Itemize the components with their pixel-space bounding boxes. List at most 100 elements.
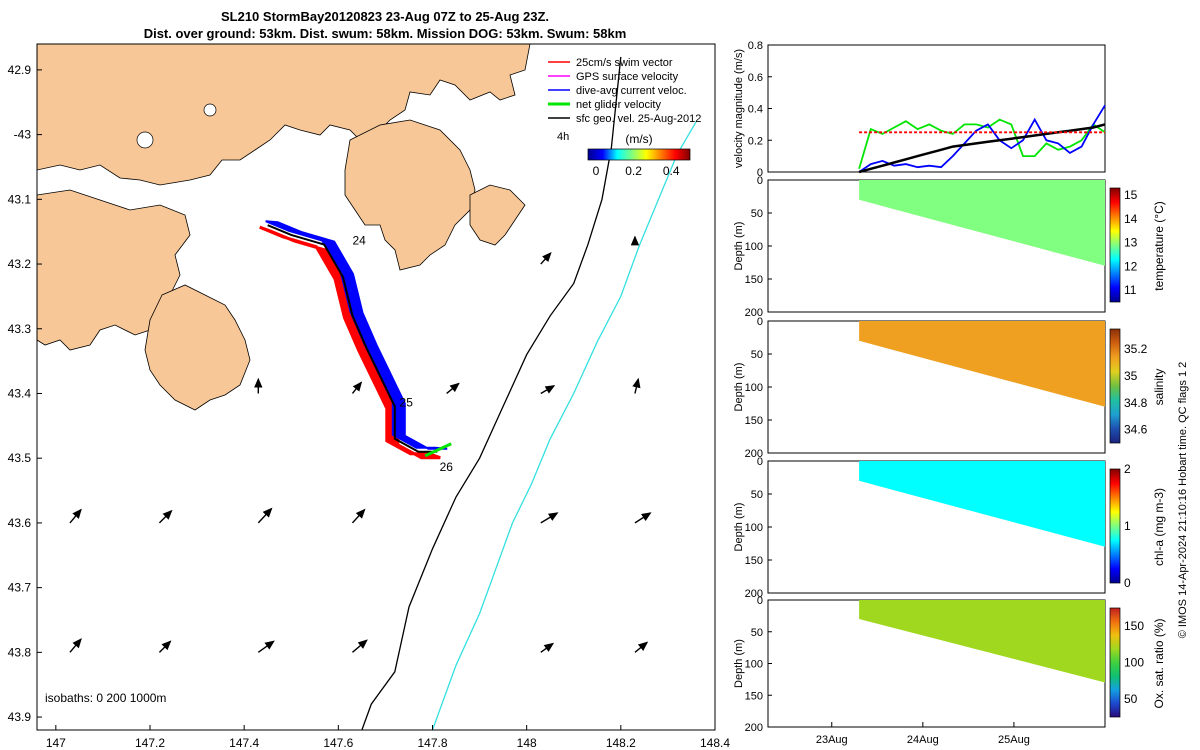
velocity-y-tick-label: 0.8 xyxy=(748,40,763,52)
depth-tick-label: 100 xyxy=(745,522,763,534)
geo-velocity-arrow xyxy=(257,507,273,524)
isobaths-note: isobaths: 0 200 1000m xyxy=(45,691,166,705)
geo-velocity-arrow xyxy=(69,638,82,653)
section-colorbar xyxy=(1109,187,1121,303)
section-colorbar-label: temperature (°C) xyxy=(1152,201,1166,291)
legend-label: sfc geo. vel. 25-Aug-2012 xyxy=(576,113,701,125)
geo-velocity-arrow xyxy=(632,377,641,394)
track-day-label: 26 xyxy=(440,460,454,474)
land-polygon xyxy=(469,184,526,246)
legend-label: dive-avg current veloc. xyxy=(576,85,687,97)
colorbar-tick-label: 0 xyxy=(593,164,600,178)
geo-velocity-arrow xyxy=(257,640,275,653)
section-colorbar-label: salinity xyxy=(1152,369,1166,406)
time-tick-label: 23Aug xyxy=(816,734,848,746)
depth-tick-label: 200 xyxy=(745,448,763,460)
section-colorbar-tick: 15 xyxy=(1124,188,1138,202)
depth-tick-label: 0 xyxy=(757,595,763,607)
depth-axis-label: Depth (m) xyxy=(733,222,745,271)
section-colorbar-tick: 14 xyxy=(1124,212,1138,226)
speed-colorbar xyxy=(587,148,691,161)
legend-interval-label: 4h xyxy=(557,131,569,143)
map-y-tick-label: 43.8 xyxy=(8,645,32,659)
map-y-tick-label: 43.1 xyxy=(8,192,32,206)
land-polygon xyxy=(144,284,251,411)
glider-track-line xyxy=(267,224,438,453)
section-data-fill xyxy=(859,321,1105,407)
footer-credit: © IMOS 14-Apr-2024 21:10:16 Hobart time.… xyxy=(1177,362,1189,639)
depth-tick-label: 50 xyxy=(751,627,763,639)
section-colorbar-tick: 34.6 xyxy=(1124,423,1148,437)
map-x-tick-label: 147.2 xyxy=(135,736,165,750)
land-polygon xyxy=(344,119,476,271)
map-y-tick-label: 43.5 xyxy=(8,451,32,465)
colorbar-label: (m/s) xyxy=(625,132,652,146)
depth-tick-label: 0 xyxy=(757,456,763,468)
geo-velocity-arrow xyxy=(351,381,363,394)
map-x-tick-label: 148 xyxy=(517,736,537,750)
velocity-y-axis-label: velocity magnitude (m/s) xyxy=(733,49,745,168)
section-colorbar-tick: 34.8 xyxy=(1124,396,1148,410)
section-colorbar-tick: 35 xyxy=(1124,369,1138,383)
section-colorbar-tick: 35.2 xyxy=(1124,342,1148,356)
colorbar-tick-label: 0.4 xyxy=(663,164,680,178)
isobath-200m-line xyxy=(361,56,622,730)
section-colorbar xyxy=(1109,607,1121,718)
isobath-1000m-line xyxy=(431,121,697,730)
geo-velocity-arrow xyxy=(446,382,460,395)
velocity-y-tick-label: 0 xyxy=(757,167,763,179)
map-y-tick-label: 43.9 xyxy=(8,710,32,724)
depth-tick-label: 50 xyxy=(751,208,763,220)
section-colorbar-label: Ox. sat. ratio (%) xyxy=(1152,618,1166,708)
depth-axis-label: Depth (m) xyxy=(733,503,745,552)
map-x-tick-label: 147.4 xyxy=(229,736,259,750)
geo-velocity-arrow xyxy=(158,640,172,653)
velocity-y-tick-label: 0.4 xyxy=(748,104,763,116)
map-x-tick-label: 147.8 xyxy=(417,736,447,750)
velocity-series-line xyxy=(858,123,1106,174)
geo-velocity-arrow xyxy=(540,512,559,524)
map-y-tick-label: 43.6 xyxy=(8,516,32,530)
section-data-fill xyxy=(859,600,1105,683)
map-x-tick-label: 147.6 xyxy=(323,736,353,750)
depth-axis-label: Depth (m) xyxy=(733,363,745,412)
chart-subtitle: Dist. over ground: 53km. Dist. swum: 58k… xyxy=(143,26,627,41)
geo-velocity-arrow xyxy=(540,251,552,265)
map-data-group xyxy=(69,56,697,730)
section-colorbar-tick: 50 xyxy=(1124,692,1138,706)
map-y-tick-label: 43.4 xyxy=(8,386,32,400)
map-x-tick-label: 147 xyxy=(46,736,66,750)
time-tick-label: 25Aug xyxy=(998,734,1030,746)
depth-tick-label: 200 xyxy=(745,588,763,600)
depth-tick-label: 150 xyxy=(745,555,763,567)
chart-title: SL210 StormBay20120823 23-Aug 07Z to 25-… xyxy=(220,9,550,24)
section-colorbar-tick: 2 xyxy=(1124,462,1131,476)
map-x-tick-label: 148.4 xyxy=(700,736,730,750)
geo-velocity-arrow xyxy=(352,639,368,653)
land-group xyxy=(37,44,531,411)
track-day-label: 25 xyxy=(400,395,414,409)
geo-velocity-arrow xyxy=(634,512,652,524)
depth-tick-label: 150 xyxy=(745,274,763,286)
geo-velocity-arrow xyxy=(634,641,649,653)
velocity-y-tick-label: 0.2 xyxy=(748,135,763,147)
depth-tick-label: 100 xyxy=(745,659,763,671)
map-y-tick-label: 43.7 xyxy=(8,581,32,595)
land-inlet xyxy=(203,103,217,117)
map-y-tick-label: 43.3 xyxy=(8,322,32,336)
depth-tick-label: 150 xyxy=(745,415,763,427)
legend-label: 25cm/s swim vector xyxy=(576,57,673,69)
map-y-tick-label: 43.2 xyxy=(8,257,32,271)
depth-axis-label: Depth (m) xyxy=(733,639,745,688)
section-colorbar xyxy=(1109,328,1121,444)
land-polygon xyxy=(37,44,531,186)
section-data-fill xyxy=(859,461,1105,547)
section-colorbar xyxy=(1109,468,1121,584)
geo-velocity-arrow xyxy=(69,508,82,524)
depth-tick-label: 0 xyxy=(757,175,763,187)
section-data-fill xyxy=(859,180,1105,266)
depth-tick-label: 100 xyxy=(745,241,763,253)
depth-tick-label: 50 xyxy=(751,489,763,501)
velocity-series-line xyxy=(858,104,1106,173)
